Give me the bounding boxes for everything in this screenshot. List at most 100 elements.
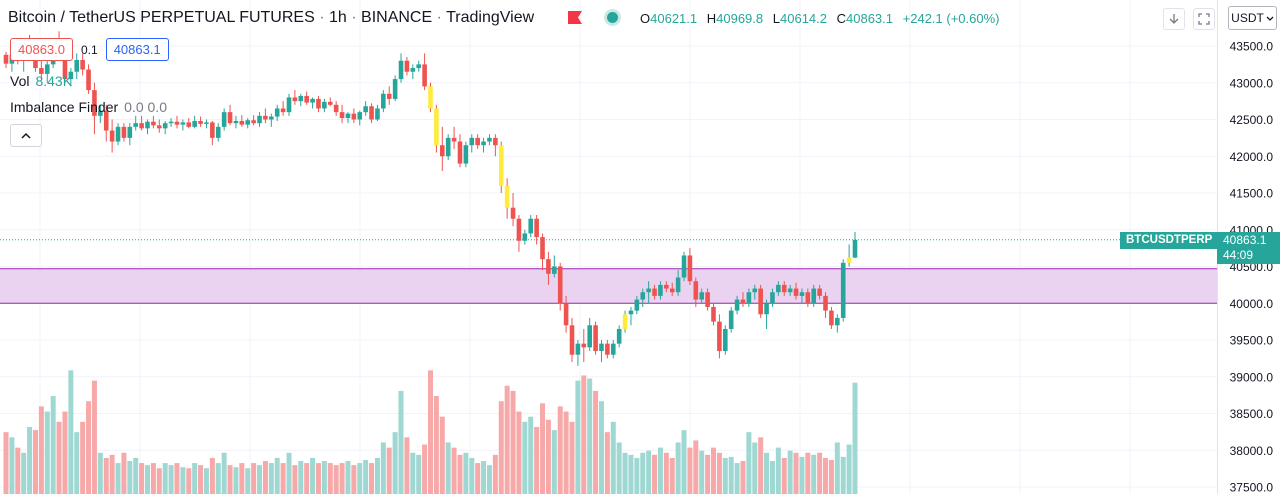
volume-bar [840, 456, 846, 494]
volume-bar [581, 375, 587, 494]
volume-bar [758, 437, 764, 494]
volume-bar [186, 468, 192, 494]
candle-body [652, 288, 657, 296]
candle-body [304, 95, 309, 103]
candle-body [310, 98, 315, 103]
volume-bar [74, 432, 80, 494]
candle-body [316, 98, 321, 109]
candle-body [133, 123, 139, 127]
candle-body [434, 108, 439, 146]
volume-bar [628, 454, 634, 494]
candle-body [439, 145, 445, 157]
volume-bar [410, 452, 416, 494]
volume-bar [516, 411, 522, 494]
volume-bar [687, 447, 693, 494]
volume-bar [363, 459, 369, 494]
volume-bar [56, 421, 62, 494]
volume-bar [557, 406, 563, 494]
candle-body [92, 90, 97, 116]
volume-bar [593, 390, 599, 494]
candle-body [239, 120, 245, 125]
candle-body [504, 185, 510, 208]
volume-bar [563, 411, 569, 494]
volume-bar [817, 452, 823, 494]
volume-bar [339, 463, 345, 494]
candle-body [257, 115, 262, 124]
volume-bar [428, 370, 433, 494]
close-label: C [836, 11, 847, 26]
volume-bar [345, 461, 351, 494]
candle-body [669, 288, 675, 293]
candle-body [210, 122, 215, 138]
fullscreen-button[interactable] [1193, 8, 1215, 30]
volume-bar [575, 380, 581, 494]
candle-body [410, 68, 416, 72]
volume-bar [103, 457, 109, 494]
candle-body [616, 328, 622, 344]
volume-bar [823, 457, 829, 494]
price-axis-label: 38500.0 [1230, 407, 1274, 421]
candle-body [292, 97, 298, 102]
open-label: O [640, 11, 651, 26]
candle-body [846, 257, 852, 263]
candle-body [711, 306, 716, 322]
volume-bar [846, 444, 852, 494]
chevron-down-icon [1266, 16, 1274, 21]
volume-bar [469, 457, 475, 494]
price-axis-label: 43500.0 [1230, 40, 1274, 54]
candle-body [634, 299, 640, 311]
candle-body [180, 122, 186, 125]
candle-body [3, 54, 9, 64]
flag-icon[interactable] [568, 11, 582, 24]
candle-body [640, 292, 646, 300]
volume-bar [669, 457, 675, 494]
candle-body [705, 292, 710, 307]
sell-button[interactable]: 40863.0 [10, 38, 73, 61]
candle-body [740, 299, 746, 304]
volume-bar [705, 454, 711, 494]
volume-bar [746, 432, 752, 494]
open-value: 40621.1 [650, 11, 698, 26]
candle-body [44, 64, 50, 74]
candle-body [245, 120, 251, 125]
volume-bar [21, 452, 27, 494]
last-price-value: 40863.1 [1223, 233, 1267, 247]
price-axis-label: 37500.0 [1230, 481, 1274, 494]
volume-bar [257, 465, 263, 494]
volume-bar [728, 456, 734, 494]
candle-body [322, 101, 327, 109]
candle-body [493, 137, 498, 146]
volume-bar [133, 457, 139, 494]
imbalance-finder-legend[interactable]: Imbalance Finder 0.0 0.0 [10, 99, 167, 115]
candle-body [628, 310, 634, 315]
currency-select[interactable]: USDT [1228, 6, 1277, 30]
buy-button[interactable]: 40863.1 [105, 38, 169, 61]
candle-body [752, 288, 758, 293]
candle-body [233, 120, 239, 124]
candle-body [793, 288, 799, 296]
volume-bar [828, 459, 834, 494]
volume-bar [109, 454, 115, 494]
volume-bar [310, 457, 316, 494]
candle-body [98, 110, 103, 116]
volume-bar [752, 442, 758, 494]
market-open-dot-icon [607, 12, 618, 23]
volume-bar [139, 463, 145, 494]
volume-bar [245, 468, 251, 494]
volume-bar [711, 447, 716, 494]
volume-bar [445, 442, 451, 494]
volume-bar [492, 454, 498, 494]
download-button[interactable] [1163, 8, 1185, 30]
volume-bar [598, 401, 604, 494]
symbol-legend[interactable]: Bitcoin / TetherUS PERPETUAL FUTURES · 1… [8, 9, 535, 26]
volume-bar [274, 457, 280, 494]
volume-bar [209, 457, 215, 494]
collapse-legend-button[interactable] [10, 124, 42, 147]
candle-body [280, 108, 286, 113]
volume-bar [693, 440, 699, 494]
arrow-down-icon [1169, 14, 1179, 24]
volume-legend[interactable]: Vol 8.43K [10, 73, 72, 89]
volume-bar [640, 452, 646, 494]
candle-body [109, 130, 115, 142]
